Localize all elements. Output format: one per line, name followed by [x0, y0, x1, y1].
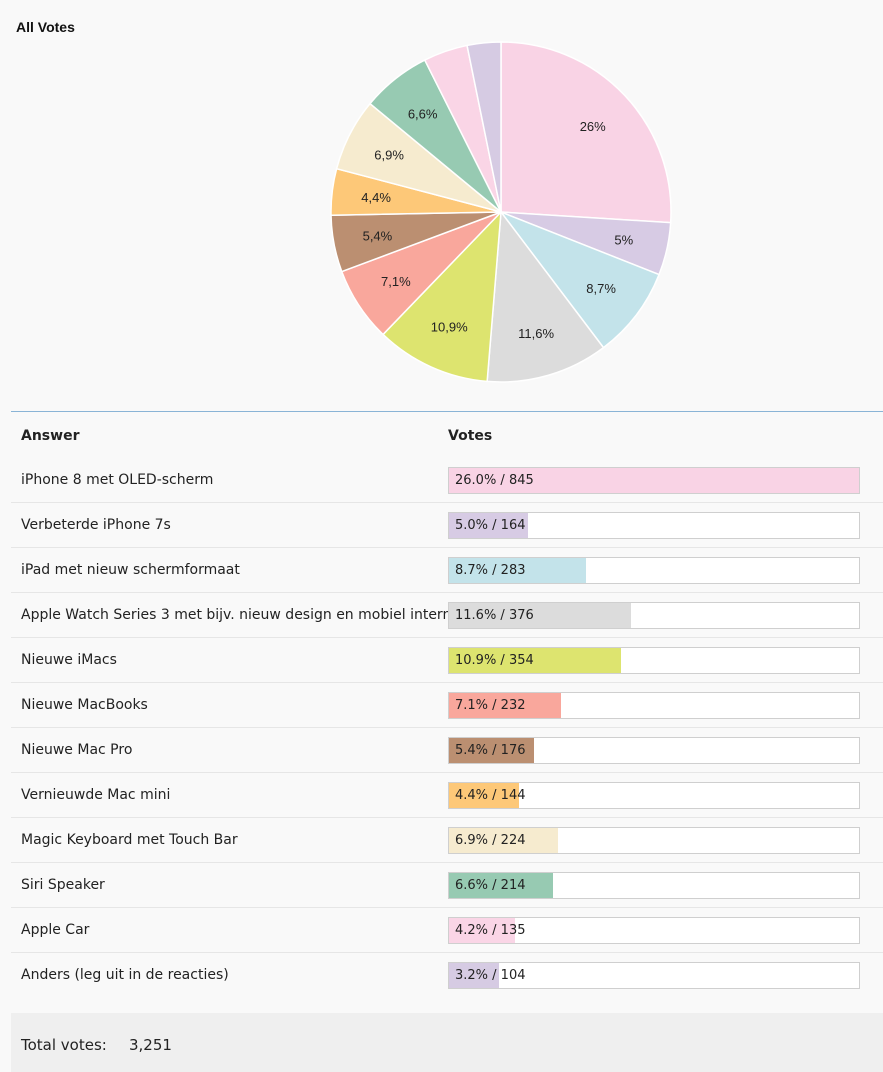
pie-chart: 26% 5% 8,7% 11,6% 10,9% 7,1% 5,4% 4,4% 6,9% 6,6%: [330, 41, 672, 383]
vote-bar: 8.7% / 283: [448, 557, 860, 584]
pie-slice: [486, 209, 605, 383]
answer-label: iPad met nieuw schermformaat: [21, 562, 240, 578]
total-votes-value: 3,251: [129, 1036, 172, 1054]
answer-label: Nieuwe MacBooks: [21, 697, 148, 713]
table-row: Apple Car 4.2% / 135: [11, 908, 883, 953]
vote-bar-label: 10.9% / 354: [455, 653, 534, 668]
vote-bar-label: 4.4% / 144: [455, 788, 526, 803]
answer-label: Apple Watch Series 3 met bijv. nieuw des…: [21, 607, 466, 623]
table-row: Verbeterde iPhone 7s 5.0% / 164: [11, 503, 883, 548]
table-row: Siri Speaker 6.6% / 214: [11, 863, 883, 908]
pie-slice-label: 7,1%: [381, 274, 411, 289]
total-votes-label: Total votes:: [21, 1036, 107, 1054]
vote-bar-fill: [449, 873, 553, 898]
answer-label: Nieuwe Mac Pro: [21, 742, 133, 758]
vote-bar-fill: [449, 513, 528, 538]
vote-bar-fill: [449, 693, 561, 718]
vote-bar-label: 8.7% / 283: [455, 563, 526, 578]
vote-bar: 4.2% / 135: [448, 917, 860, 944]
vote-bar-fill: [449, 558, 587, 583]
vote-bar-fill: [449, 963, 500, 988]
vote-bar-fill: [449, 783, 519, 808]
table-body: iPhone 8 met OLED-scherm 26.0% / 845 Verbe…: [11, 458, 883, 998]
vote-bar: 6.6% / 214: [448, 872, 860, 899]
answer-label: Verbeterde iPhone 7s: [21, 517, 171, 533]
vote-bar: 11.6% / 376: [448, 602, 860, 629]
vote-bar-fill: [449, 828, 558, 853]
table-row: Apple Watch Series 3 met bijv. nieuw des…: [11, 593, 883, 638]
vote-bar: 10.9% / 354: [448, 647, 860, 674]
results-table: Answer Votes iPhone 8 met OLED-scherm 26.…: [11, 412, 883, 998]
pie-slice-label: 11,6%: [518, 326, 554, 341]
pie-slice-label: 26%: [580, 119, 606, 134]
vote-bar: 4.4% / 144: [448, 782, 860, 809]
vote-bar-label: 4.2% / 135: [455, 923, 526, 938]
answer-label: Magic Keyboard met Touch Bar: [21, 832, 238, 848]
vote-bar-label: 5.0% / 164: [455, 518, 526, 533]
answer-label: Nieuwe iMacs: [21, 652, 117, 668]
pie-slice: [382, 209, 502, 383]
vote-bar-label: 11.6% / 376: [455, 608, 534, 623]
table-row: Anders (leg uit in de reacties) 3.2% / 10…: [11, 953, 883, 998]
vote-bar-fill: [449, 468, 859, 493]
pie-slice: [466, 41, 502, 213]
vote-bar: 3.2% / 104: [448, 962, 860, 989]
vote-bar-label: 6.6% / 214: [455, 878, 526, 893]
table-row: Nieuwe iMacs 10.9% / 354: [11, 638, 883, 683]
vote-bar-fill: [449, 918, 515, 943]
vote-bar-label: 5.4% / 176: [455, 743, 526, 758]
table-row: iPad met nieuw schermformaat 8.7% / 283: [11, 548, 883, 593]
answer-label: iPhone 8 met OLED-scherm: [21, 472, 214, 488]
answer-label: Anders (leg uit in de reacties): [21, 967, 229, 983]
total-votes-footer: Total votes: 3,251: [11, 1013, 883, 1072]
table-header: Answer Votes: [11, 412, 883, 458]
pie-slice-label: 8,7%: [586, 281, 616, 296]
pie-slice-label: 4,4%: [361, 190, 391, 205]
answer-label: Apple Car: [21, 922, 90, 938]
header-answer: Answer: [21, 428, 80, 444]
vote-bar-fill: [449, 738, 535, 763]
table-row: iPhone 8 met OLED-scherm 26.0% / 845: [11, 458, 883, 503]
vote-bar: 6.9% / 224: [448, 827, 860, 854]
pie-slice-label: 6,6%: [408, 107, 438, 122]
pie-slice-label: 5%: [614, 232, 633, 247]
pie-slice-label: 6,9%: [374, 148, 404, 163]
answer-label: Siri Speaker: [21, 877, 105, 893]
vote-bar-fill: [449, 603, 632, 628]
table-row: Nieuwe MacBooks 7.1% / 232: [11, 683, 883, 728]
divider: [11, 411, 883, 412]
header-votes: Votes: [448, 428, 493, 444]
pie-slice-label: 5,4%: [363, 229, 393, 244]
table-row: Vernieuwde Mac mini 4.4% / 144: [11, 773, 883, 818]
pie-slice-label: 10,9%: [431, 320, 468, 335]
table-row: Nieuwe Mac Pro 5.4% / 176: [11, 728, 883, 773]
table-row: Magic Keyboard met Touch Bar 6.9% / 224: [11, 818, 883, 863]
vote-bar-label: 3.2% / 104: [455, 968, 526, 983]
vote-bar: 7.1% / 232: [448, 692, 860, 719]
vote-bar: 5.4% / 176: [448, 737, 860, 764]
vote-bar-label: 7.1% / 232: [455, 698, 526, 713]
vote-bar-label: 26.0% / 845: [455, 473, 534, 488]
answer-label: Vernieuwde Mac mini: [21, 787, 171, 803]
vote-bar-fill: [449, 648, 621, 673]
chart-title: All Votes: [16, 19, 75, 35]
pie-slice: [500, 41, 672, 224]
vote-bar-label: 6.9% / 224: [455, 833, 526, 848]
vote-bar: 26.0% / 845: [448, 467, 860, 494]
vote-bar: 5.0% / 164: [448, 512, 860, 539]
pie-slice: [498, 210, 661, 349]
